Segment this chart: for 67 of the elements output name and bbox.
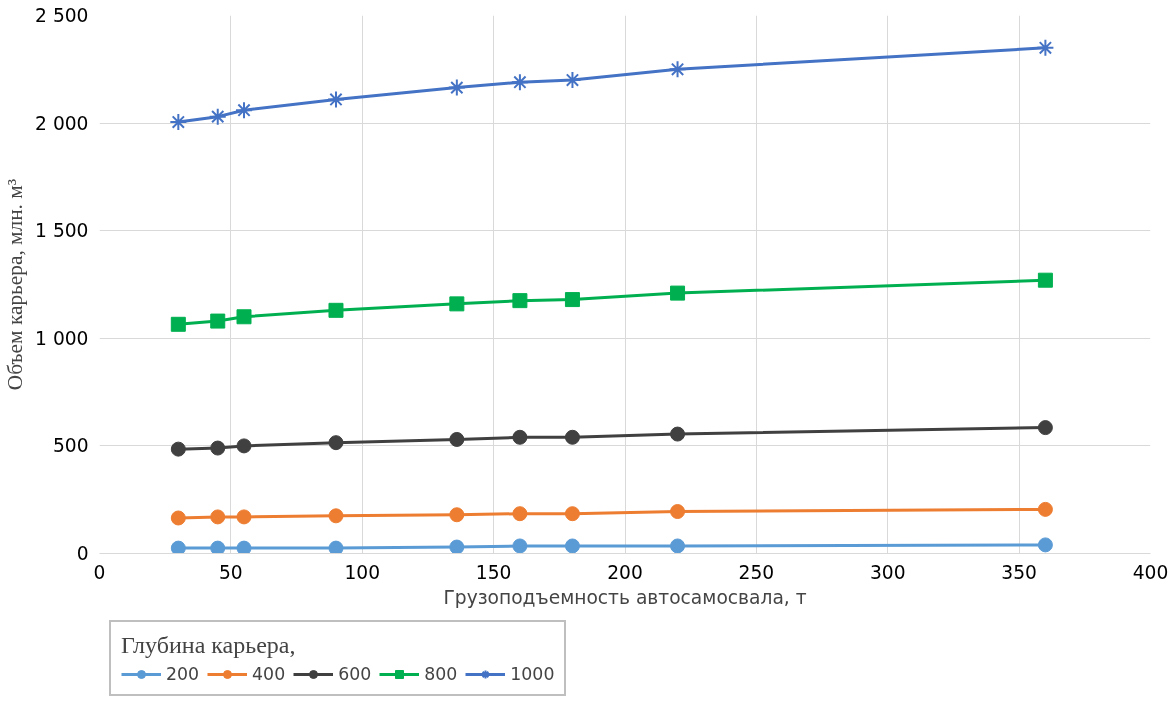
point <box>670 426 686 442</box>
x-tick-label: 150 <box>475 561 512 583</box>
point <box>170 316 186 332</box>
legend-label: 400 <box>252 664 286 684</box>
x-tick-label: 0 <box>93 561 106 583</box>
y-axis-title: Объем карьера, млн. м³ <box>3 178 28 391</box>
point <box>170 510 186 526</box>
point <box>449 296 465 312</box>
point <box>326 90 345 109</box>
point <box>328 508 344 524</box>
point <box>670 285 686 301</box>
point <box>564 292 580 308</box>
x-tick-label: 300 <box>869 561 906 583</box>
point <box>1037 537 1053 553</box>
legend-title: Глубина карьера, <box>121 632 297 659</box>
point <box>210 313 226 329</box>
point <box>670 504 686 520</box>
x-tick-label: 250 <box>738 561 775 583</box>
legend-label: 1000 <box>510 664 555 684</box>
point <box>235 101 254 120</box>
point <box>328 435 344 451</box>
point <box>169 113 188 132</box>
point <box>208 107 227 126</box>
x-tick-label: 400 <box>1132 561 1169 583</box>
point <box>668 60 687 79</box>
point <box>210 540 226 554</box>
y-tick-label: 0 <box>76 543 89 564</box>
point <box>564 429 580 445</box>
x-axis-title: Грузоподъемность автосамосвала, т <box>443 586 807 608</box>
point <box>328 540 344 554</box>
legend-label: 200 <box>166 664 200 684</box>
x-tick-label: 200 <box>607 561 643 583</box>
legend-label: 800 <box>424 664 458 684</box>
point <box>236 438 252 454</box>
point <box>236 509 252 525</box>
point <box>670 538 686 554</box>
y-tick-label: 2 000 <box>35 112 89 134</box>
point <box>236 309 252 325</box>
point <box>564 506 580 522</box>
point <box>512 506 528 522</box>
point <box>449 507 465 523</box>
point <box>449 539 465 554</box>
point <box>564 538 580 554</box>
point <box>512 538 528 554</box>
legend-label: 600 <box>338 664 372 684</box>
point <box>236 540 252 554</box>
point <box>510 73 529 92</box>
point <box>449 431 465 447</box>
y-tick-label: 2 500 <box>35 5 89 26</box>
point <box>170 540 186 554</box>
point <box>1036 38 1055 57</box>
y-tick-label: 1 500 <box>35 220 89 242</box>
point <box>512 293 528 309</box>
y-tick-label: 500 <box>52 435 89 457</box>
point <box>512 429 528 445</box>
x-tick-label: 350 <box>1001 561 1037 583</box>
point <box>1037 420 1053 436</box>
point <box>447 78 466 97</box>
point <box>1037 272 1053 288</box>
x-tick-label: 50 <box>219 561 243 583</box>
point <box>328 302 344 318</box>
point <box>210 440 226 456</box>
point <box>170 441 186 457</box>
point <box>210 509 226 525</box>
x-tick-label: 100 <box>344 561 381 583</box>
y-tick-label: 1 000 <box>35 327 89 349</box>
point <box>1037 501 1053 517</box>
